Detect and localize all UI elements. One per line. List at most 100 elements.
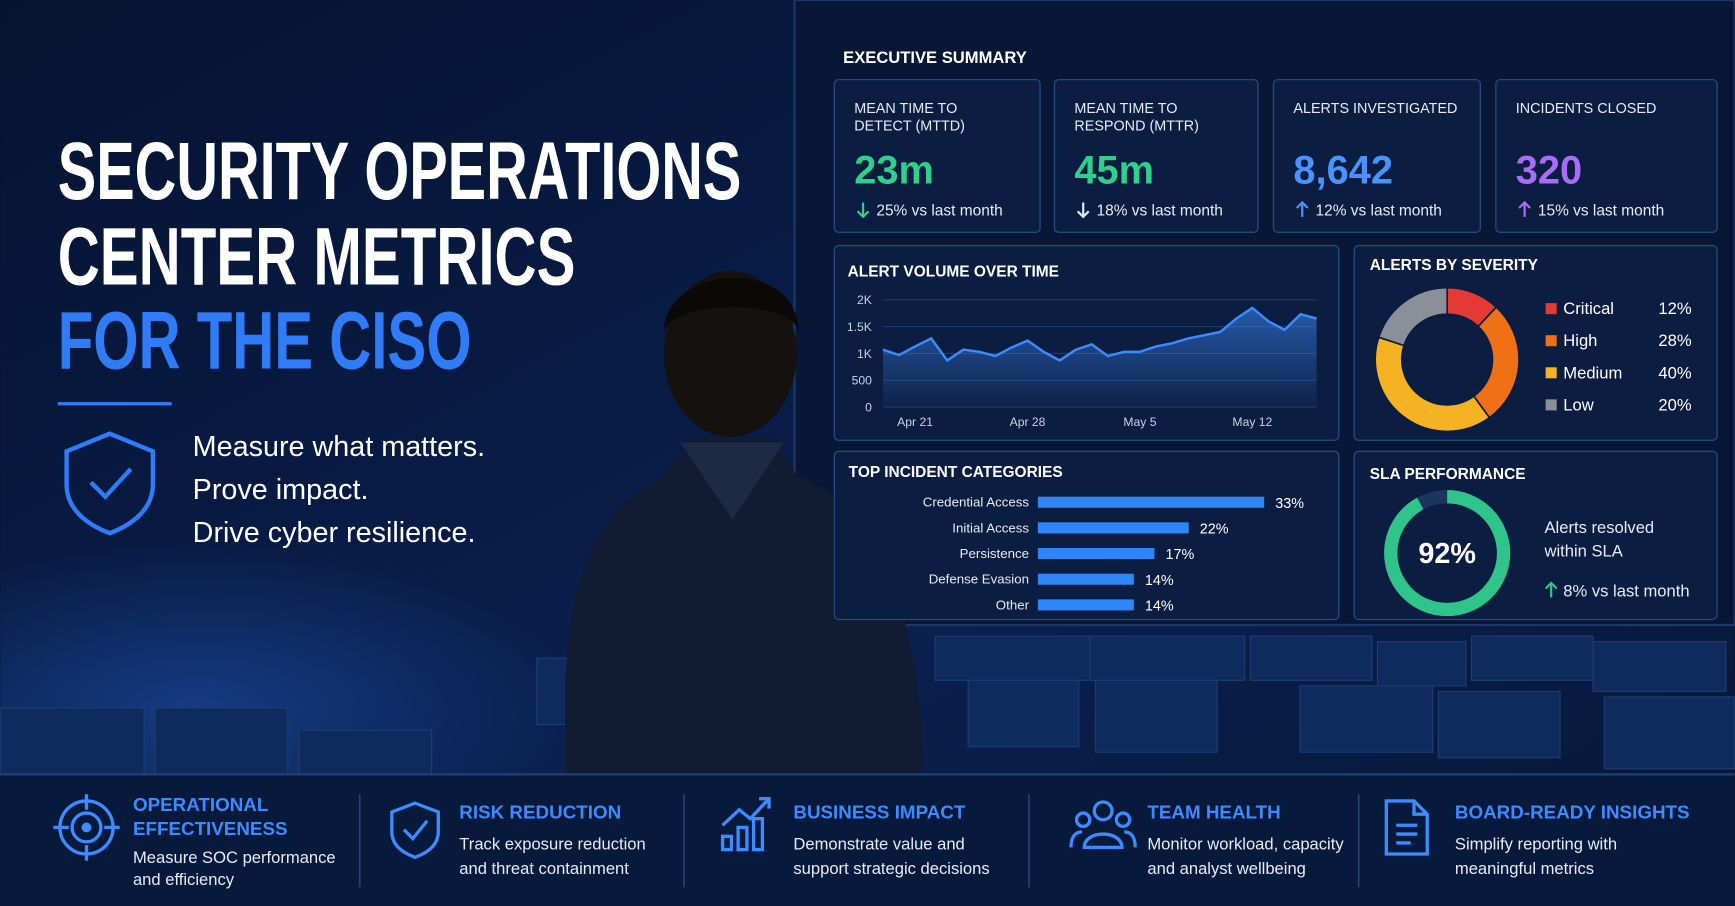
chart-title: ALERT VOLUME OVER TIME [848, 264, 1059, 281]
monitor [0, 707, 145, 775]
title-line: CENTER METRICS [58, 211, 576, 302]
trend-arrow [1295, 200, 1309, 217]
gauge-caption: Alerts resolved [1545, 518, 1655, 537]
legend-swatch [1545, 399, 1557, 411]
area [882, 307, 1317, 408]
card-value: 8,642 [1293, 149, 1393, 193]
card-trend: 15% vs last month [1538, 203, 1664, 220]
x-tick-label: Apr 28 [1010, 415, 1046, 429]
x-tick-label: Apr 21 [897, 415, 933, 429]
feature-description: Measure SOC performance [133, 848, 336, 867]
legend-value: 20% [1658, 395, 1691, 414]
bar [1037, 496, 1265, 508]
legend-swatch [1545, 367, 1557, 379]
card-trend: 12% vs last month [1316, 203, 1442, 220]
feature-description: and threat containment [459, 859, 629, 878]
feature-description: Monitor workload, capacity [1147, 835, 1344, 854]
panel [833, 450, 1340, 621]
monitor [1249, 635, 1373, 681]
tagline: Drive cyber resilience. [193, 517, 476, 549]
feature-title: EFFECTIVENESS [133, 818, 288, 839]
title-line: FOR THE CISO [58, 295, 472, 386]
card-label: INCIDENTS CLOSED [1516, 101, 1657, 117]
bar-label: Credential Access [923, 495, 1030, 510]
card-value: 45m [1074, 149, 1154, 193]
y-tick-label: 1K [857, 347, 872, 361]
monitor [967, 679, 1080, 748]
bar-value: 17% [1166, 547, 1195, 563]
monitor [1094, 679, 1218, 753]
card-label: ALERTS INVESTIGATED [1293, 101, 1457, 117]
legend-label: Low [1563, 395, 1594, 414]
legend-swatch [1545, 335, 1557, 347]
y-tick-label: 2K [857, 293, 872, 307]
gauge-trend: 8% vs last month [1563, 581, 1689, 600]
y-tick-label: 0 [865, 401, 872, 415]
bar-label: Persistence [960, 546, 1029, 561]
tagline: Prove impact. [193, 474, 369, 506]
feature-description: Demonstrate value and [793, 835, 964, 854]
feature-icons [53, 794, 1429, 861]
card-value: 320 [1516, 149, 1582, 193]
feature-description: Track exposure reduction [459, 835, 645, 854]
chart-title: ALERTS BY SEVERITY [1370, 257, 1539, 274]
bar-value: 14% [1145, 573, 1174, 589]
donut-slice [1374, 336, 1491, 433]
card-label: DETECT (MTTD) [854, 119, 965, 135]
monitor [1376, 641, 1467, 687]
bar-value: 33% [1275, 496, 1304, 512]
dashboard-title: EXECUTIVE SUMMARY [843, 48, 1027, 67]
monitor [1089, 635, 1246, 681]
panel [1053, 78, 1259, 233]
trend-arrow [1518, 200, 1531, 217]
trend-arrow [1076, 202, 1090, 219]
bar-label: Defense Evasion [929, 572, 1029, 587]
feature-description: and analyst wellbeing [1147, 859, 1306, 878]
bar [1037, 522, 1189, 534]
gauge-arc [1384, 490, 1511, 617]
card-label: MEAN TIME TO [854, 101, 957, 117]
bar [1037, 548, 1155, 560]
x-tick-label: May 5 [1123, 415, 1156, 429]
feature-title: RISK REDUCTION [459, 802, 621, 823]
monitor [934, 635, 1091, 681]
card-trend: 18% vs last month [1096, 203, 1222, 220]
feature-band [0, 774, 1735, 906]
bar-label: Other [996, 597, 1030, 612]
monitor [1299, 685, 1434, 753]
line [882, 306, 1317, 363]
panel [1495, 78, 1718, 233]
gauge-value: 92% [1418, 538, 1476, 570]
panel [1272, 78, 1482, 233]
feature-description: support strategic decisions [793, 859, 989, 878]
legend-value: 28% [1658, 331, 1691, 350]
gauge-caption: within SLA [1544, 541, 1624, 560]
card-value: 23m [854, 149, 934, 193]
trend-arrow [1544, 581, 1558, 598]
monitor [298, 729, 433, 775]
monitor [1592, 641, 1727, 692]
chart-title: TOP INCIDENT CATEGORIES [849, 464, 1063, 481]
trend-arrow [856, 202, 870, 219]
card-label: MEAN TIME TO [1074, 101, 1177, 117]
shield-icon [64, 431, 156, 536]
panel [833, 78, 1041, 233]
chart-title: SLA PERFORMANCE [1370, 466, 1526, 483]
legend-label: Critical [1563, 299, 1614, 318]
legend-swatch [1545, 303, 1557, 315]
donut-slice [1377, 286, 1448, 347]
title-line: SECURITY OPERATIONS [58, 126, 742, 217]
feature-title: BUSINESS IMPACT [793, 802, 965, 823]
legend-label: Medium [1563, 363, 1622, 382]
bar-label: Initial Access [952, 520, 1029, 535]
card-label: RESPOND (MTTR) [1074, 119, 1199, 135]
bar-value: 14% [1145, 598, 1174, 614]
feature-title: BOARD-READY INSIGHTS [1455, 802, 1690, 823]
monitor [1603, 696, 1735, 770]
tagline: Measure what matters. [193, 431, 485, 463]
y-tick-label: 1.5K [847, 320, 872, 334]
bar [1037, 573, 1134, 585]
legend-value: 40% [1658, 363, 1691, 382]
monitor [154, 707, 289, 775]
